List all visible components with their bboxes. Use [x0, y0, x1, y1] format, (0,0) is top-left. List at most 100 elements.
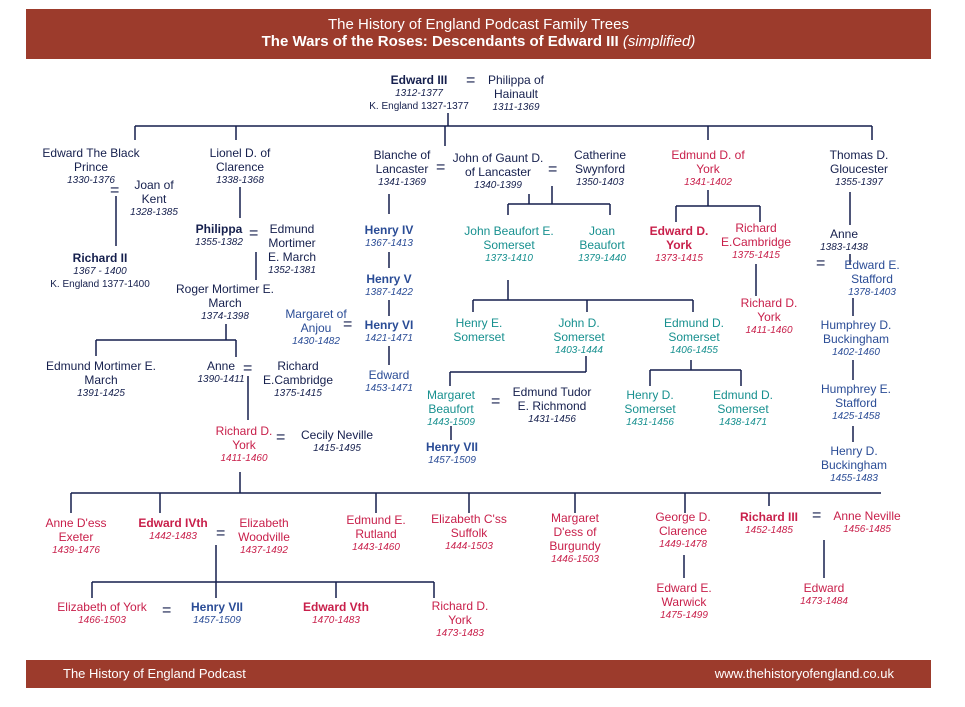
- person-dates: 1340-1399: [474, 180, 522, 191]
- person-name: Lionel D. of Clarence: [209, 146, 271, 174]
- person-edmund-tudor: Edmund Tudor E. Richmond 1431-1456: [506, 385, 598, 426]
- marriage-sign: =: [343, 316, 353, 333]
- person-dates: 1367-1413: [365, 238, 413, 249]
- person-richard-duke-of-york-2: Richard D. York 1411-1460: [734, 296, 804, 337]
- person-dates: 1452-1485: [745, 525, 793, 536]
- person-dates: 1328-1385: [130, 207, 178, 218]
- chart-title: The Wars of the Roses: Descendants of Ed…: [26, 33, 931, 51]
- person-dates: 1457-1509: [193, 615, 241, 626]
- person-margaret-beaufort: Margaret Beaufort 1443-1509: [416, 388, 486, 429]
- person-edward-iv: Edward IVth 1442-1483: [126, 516, 220, 543]
- person-name: Henry D. Buckingham: [820, 444, 888, 472]
- person-henry-vii-tudor: Henry VII 1457-1509: [412, 440, 492, 467]
- person-dates: 1355-1382: [195, 237, 243, 248]
- person-name: Margaret of Anjou: [285, 307, 347, 335]
- person-dates: 1473-1483: [436, 628, 484, 639]
- person-edmund-mortimer: Edmund Mortimer E. March 1352-1381: [262, 222, 322, 277]
- person-dates: 1439-1476: [52, 545, 100, 556]
- person-name: Richard D. York: [215, 424, 273, 452]
- person-name: John D. Somerset: [553, 316, 605, 344]
- person-name: Elizabeth C'ss Suffolk: [431, 512, 507, 540]
- person-dates: 1341-1369: [378, 177, 426, 188]
- person-name: John of Gaunt D. of Lancaster: [452, 151, 544, 179]
- marriage-sign: =: [216, 525, 226, 542]
- person-title: K. England 1327-1377: [369, 101, 469, 112]
- person-joan-of-kent: Joan of Kent 1328-1385: [128, 178, 180, 219]
- person-name: Philippa: [195, 222, 243, 236]
- person-name: Edward: [803, 581, 845, 595]
- person-dates: 1431-1456: [626, 417, 674, 428]
- person-name: Richard II: [72, 251, 128, 265]
- person-name: John Beaufort E. Somerset: [464, 224, 554, 252]
- person-name: Edward The Black Prince: [42, 146, 140, 174]
- person-dates: 1311-1369: [492, 102, 540, 113]
- marriage-sign: =: [812, 507, 822, 524]
- person-anne-neville: Anne Neville 1456-1485: [824, 509, 910, 536]
- person-dates: 1312-1377: [395, 88, 443, 99]
- person-name: Edward E. Warwick: [656, 581, 712, 609]
- person-name: Edward Vth: [302, 600, 369, 614]
- person-black-prince: Edward The Black Prince 1330-1376: [36, 146, 146, 187]
- person-name: Henry IV: [364, 223, 414, 237]
- person-elizabeth-of-york: Elizabeth of York 1466-1503: [40, 600, 164, 627]
- person-name: Edward: [368, 368, 410, 382]
- person-name: Joan of Kent: [134, 178, 174, 206]
- marriage-sign: =: [276, 429, 286, 446]
- person-edward-duke-of-york: Edward D. York 1373-1415: [646, 224, 712, 265]
- person-dates: 1367 - 1400: [73, 266, 127, 277]
- person-dates: 1475-1499: [660, 610, 708, 621]
- person-richard-iii: Richard III 1452-1485: [726, 510, 812, 537]
- person-name: Elizabeth of York: [57, 600, 147, 614]
- person-name: Edward III: [390, 73, 448, 87]
- person-name: Edmund Mortimer E. March: [45, 359, 157, 387]
- person-henry-vii: Henry VII 1457-1509: [176, 600, 258, 627]
- person-john-of-gaunt: John of Gaunt D. of Lancaster 1340-1399: [446, 151, 550, 192]
- person-edmund-duke-of-somerset-2: Edmund D. Somerset 1438-1471: [702, 388, 784, 429]
- person-dates: 1456-1485: [843, 524, 891, 535]
- person-name: Thomas D. Gloucester: [829, 148, 889, 176]
- person-name: Edmund D. of York: [671, 148, 745, 176]
- person-richard-ii: Richard II 1367 - 1400 K. England 1377-1…: [36, 251, 164, 291]
- person-dates: 1449-1478: [659, 539, 707, 550]
- person-name: Margaret D'ess of Burgundy: [549, 511, 601, 553]
- person-name: Roger Mortimer E. March: [175, 282, 275, 310]
- person-dates: 1466-1503: [78, 615, 126, 626]
- person-richard-cambridge: Richard E.Cambridge 1375-1415: [254, 359, 342, 400]
- person-henry-iv: Henry IV 1367-1413: [350, 223, 428, 250]
- person-name: Elizabeth Woodville: [238, 516, 290, 544]
- person-name: Anne: [829, 227, 859, 241]
- marriage-sign: =: [249, 225, 259, 242]
- person-henry-duke-of-buckingham: Henry D. Buckingham 1455-1483: [802, 444, 906, 485]
- person-dates: 1375-1415: [274, 388, 322, 399]
- marriage-sign: =: [110, 182, 120, 199]
- person-roger-mortimer: Roger Mortimer E. March 1374-1398: [170, 282, 280, 323]
- person-dates: 1444-1503: [445, 541, 493, 552]
- person-john-beaufort: John Beaufort E. Somerset 1373-1410: [464, 224, 554, 265]
- person-dates: 1443-1460: [352, 542, 400, 553]
- person-dates: 1403-1444: [555, 345, 603, 356]
- person-dates: 1387-1422: [365, 287, 413, 298]
- person-philippa-of-hainault: Philippa of Hainault 1311-1369: [476, 73, 556, 114]
- marriage-sign: =: [816, 255, 826, 272]
- person-name: Richard E.Cambridge: [720, 221, 792, 249]
- chart-title-suffix: (simplified): [622, 33, 696, 50]
- person-edmund-duke-of-somerset: Edmund D. Somerset 1406-1455: [656, 316, 732, 357]
- person-anne-of-gloucester: Anne 1383-1438: [812, 227, 876, 254]
- person-dates: 1453-1471: [365, 383, 413, 394]
- person-dates: 1437-1492: [240, 545, 288, 556]
- person-name: Henry E. Somerset: [453, 316, 505, 344]
- footer-banner: The History of England Podcast www.thehi…: [26, 660, 931, 688]
- footer-website: www.thehistoryofengland.co.uk: [714, 666, 894, 681]
- person-elizabeth-woodville: Elizabeth Woodville 1437-1492: [228, 516, 300, 557]
- person-henry-v: Henry V 1387-1422: [350, 272, 428, 299]
- person-edward-earl-of-warwick: Edward E. Warwick 1475-1499: [644, 581, 724, 622]
- person-dates: 1378-1403: [848, 287, 896, 298]
- person-humphrey-duke-of-buckingham: Humphrey D. Buckingham 1402-1460: [804, 318, 908, 359]
- marriage-sign: =: [466, 72, 476, 89]
- person-dates: 1375-1415: [732, 250, 780, 261]
- person-name: Edward IVth: [138, 516, 208, 530]
- person-john-duke-of-somerset: John D. Somerset 1403-1444: [538, 316, 620, 357]
- person-name: Cecily Neville: [300, 428, 374, 442]
- person-dates: 1406-1455: [670, 345, 718, 356]
